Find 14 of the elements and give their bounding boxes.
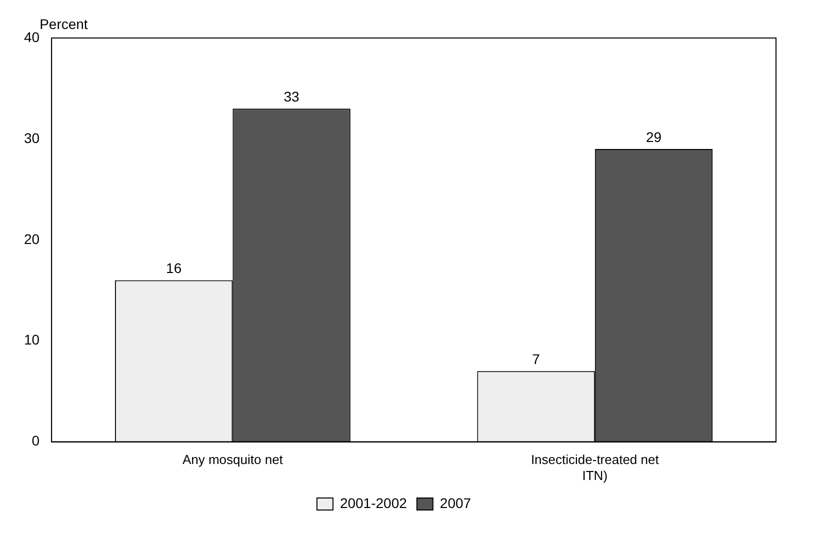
legend-label: 2001-2002 <box>340 494 408 511</box>
y-tick-label: 30 <box>24 130 40 146</box>
data-label: 16 <box>166 260 182 276</box>
data-label: 7 <box>532 350 540 367</box>
y-tick-label: 10 <box>24 332 40 348</box>
y-axis-title: Percent <box>40 16 88 32</box>
data-label: 33 <box>284 88 300 105</box>
y-tick-label: 40 <box>24 28 40 45</box>
legend-label: 2007 <box>440 494 472 511</box>
y-tick-label: 0 <box>32 432 40 449</box>
data-label: 29 <box>646 128 662 145</box>
x-tick-label: Any mosquito net <box>182 452 284 468</box>
y-tick-label: 20 <box>24 230 40 247</box>
x-tick-label: Insecticide-treated net ITN) <box>530 452 660 483</box>
